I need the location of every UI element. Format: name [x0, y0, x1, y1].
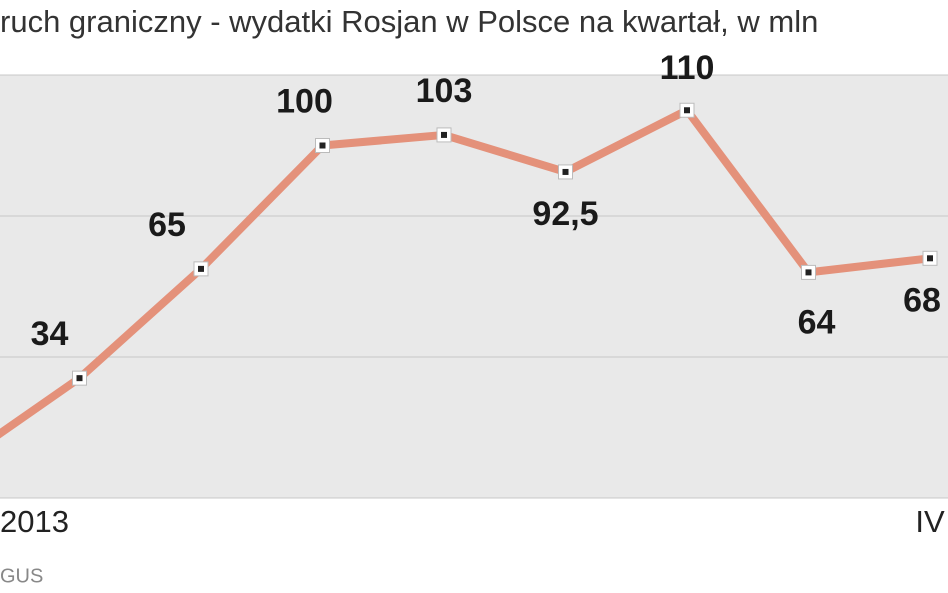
data-label: 100 [276, 82, 333, 120]
data-label: 65 [148, 206, 186, 244]
data-label: 68 [903, 281, 941, 319]
x-tick-label: IV [915, 504, 945, 539]
data-label: 92,5 [532, 195, 598, 233]
marker-dot [319, 142, 326, 149]
marker-dot [927, 255, 933, 262]
marker-dot [562, 168, 569, 175]
data-label: 34 [31, 315, 69, 353]
marker-dot [684, 107, 690, 114]
marker-dot [198, 265, 204, 272]
plot-area [0, 75, 948, 498]
data-label: 110 [660, 49, 715, 87]
marker-dot [805, 269, 812, 276]
marker-dot [76, 375, 83, 382]
data-label: 64 [798, 303, 836, 341]
data-label: 103 [416, 72, 473, 110]
marker-dot [441, 131, 447, 138]
source: GUS [0, 565, 43, 587]
chart-title: ruch graniczny - wydatki Rosjan w Polsce… [0, 4, 818, 39]
x-tick-label: 2013 [0, 504, 69, 539]
